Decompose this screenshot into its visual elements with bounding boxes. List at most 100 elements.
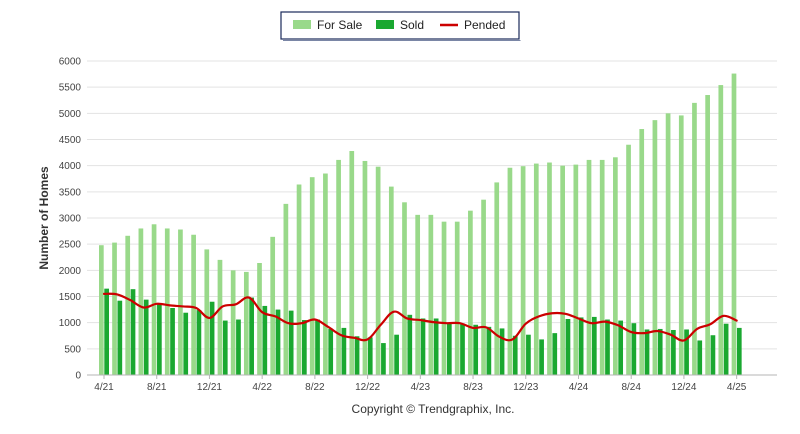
bar-sold bbox=[631, 323, 637, 375]
x-tick-label: 12/22 bbox=[355, 382, 380, 393]
legend-label-sold: Sold bbox=[400, 18, 424, 32]
bar-sold bbox=[222, 320, 228, 375]
bar-sold bbox=[328, 328, 334, 375]
bar-sold bbox=[460, 323, 465, 375]
y-tick-label: 3000 bbox=[59, 214, 82, 225]
bar-sold bbox=[407, 314, 413, 375]
y-tick-label: 4500 bbox=[59, 135, 82, 146]
bar-sold bbox=[446, 322, 452, 375]
bar-for-sale bbox=[309, 177, 315, 375]
bar-sold bbox=[433, 318, 439, 375]
bar-for-sale bbox=[705, 95, 710, 376]
bar-for-sale bbox=[388, 186, 394, 375]
legend-swatch-for-sale bbox=[293, 20, 311, 29]
bar-sold bbox=[671, 329, 676, 375]
x-axis: 4/21 8/21 12/21 4/22 8/22 12/22 4/23 8/23 12/23 4… bbox=[94, 375, 747, 393]
bar-sold bbox=[315, 319, 320, 375]
copyright-text: Copyright © Trendgraphix, Inc. bbox=[352, 402, 515, 416]
bar-for-sale bbox=[243, 271, 249, 375]
bar-for-sale bbox=[283, 203, 289, 375]
bar-sold bbox=[736, 327, 742, 375]
x-tick-label: 12/23 bbox=[513, 382, 538, 393]
bar-sold bbox=[104, 288, 109, 375]
bar-sold bbox=[170, 308, 175, 375]
bar-for-sale bbox=[599, 159, 605, 375]
bar-sold bbox=[302, 320, 307, 375]
bar-for-sale bbox=[362, 160, 368, 375]
bar-for-sale bbox=[336, 159, 341, 375]
bar-for-sale bbox=[125, 235, 131, 375]
legend-label-pended: Pended bbox=[464, 18, 505, 32]
bar-for-sale bbox=[678, 115, 684, 375]
bar-for-sale bbox=[349, 151, 355, 375]
bar-sold bbox=[143, 299, 149, 375]
bar-sold bbox=[552, 333, 558, 375]
x-tick-label: 8/24 bbox=[621, 382, 641, 393]
bar-sold bbox=[354, 336, 360, 375]
bar-for-sale bbox=[178, 229, 183, 375]
bar-sold bbox=[367, 337, 373, 375]
bar-for-sale bbox=[204, 249, 210, 375]
bar-sold bbox=[130, 289, 136, 375]
y-tick-label: 5000 bbox=[59, 109, 82, 120]
y-tick-label: 1500 bbox=[59, 292, 82, 303]
bar-for-sale bbox=[731, 73, 737, 375]
bar-for-sale bbox=[468, 210, 473, 375]
bar-sold bbox=[723, 323, 729, 375]
bar-sold bbox=[117, 300, 123, 375]
bar-sold bbox=[526, 334, 531, 375]
legend-label-for-sale: For Sale bbox=[317, 18, 363, 32]
pended-line bbox=[102, 292, 738, 342]
bar-sold bbox=[565, 319, 571, 375]
bar-sold bbox=[249, 297, 254, 375]
bar-for-sale bbox=[533, 163, 539, 375]
bar-for-sale bbox=[573, 164, 579, 375]
bar-for-sale bbox=[626, 144, 631, 375]
bar-for-sale bbox=[296, 184, 302, 375]
bar-sold bbox=[473, 324, 479, 375]
bar-for-sale bbox=[520, 166, 526, 375]
x-tick-label: 4/22 bbox=[252, 382, 272, 393]
x-tick-label: 4/25 bbox=[727, 382, 747, 393]
bar-for-sale bbox=[560, 165, 565, 375]
x-tick-label: 12/24 bbox=[671, 382, 696, 393]
y-tick-label: 0 bbox=[75, 371, 81, 382]
bar-for-sale bbox=[191, 234, 196, 375]
bar-for-sale bbox=[441, 221, 447, 375]
y-tick-label: 6000 bbox=[59, 57, 82, 68]
bar-sold bbox=[644, 329, 650, 375]
bar-sold bbox=[420, 318, 426, 375]
x-tick-label: 8/22 bbox=[305, 382, 325, 393]
bar-sold bbox=[499, 328, 505, 375]
bar-sold bbox=[618, 320, 624, 375]
bar-for-sale bbox=[112, 242, 117, 375]
bar-for-sale bbox=[547, 162, 552, 375]
bar-sold bbox=[539, 339, 544, 375]
bar-for-sale bbox=[99, 245, 104, 375]
y-tick-label: 3500 bbox=[59, 187, 82, 198]
bar-for-sale bbox=[428, 214, 434, 375]
bar-sold bbox=[209, 301, 215, 375]
x-tick-label: 12/21 bbox=[197, 382, 222, 393]
x-tick-label: 8/21 bbox=[147, 382, 167, 393]
y-tick-label: 2000 bbox=[59, 266, 82, 277]
legend-box bbox=[280, 11, 520, 40]
bar-sold bbox=[710, 335, 716, 375]
bar-sold bbox=[578, 317, 584, 375]
bar-sold bbox=[236, 319, 241, 375]
y-tick-label: 500 bbox=[64, 344, 81, 355]
bar-sold bbox=[394, 334, 399, 375]
bar-for-sale bbox=[230, 270, 236, 375]
bar-sold bbox=[196, 310, 202, 375]
bar-for-sale bbox=[164, 228, 170, 375]
x-tick-label: 4/23 bbox=[411, 382, 431, 393]
y-tick-label: 4000 bbox=[59, 161, 82, 172]
bar-sold bbox=[275, 309, 281, 375]
y-axis-title: Number of Homes bbox=[37, 166, 51, 270]
y-tick-label: 2500 bbox=[59, 240, 82, 251]
bar-for-sale bbox=[586, 159, 592, 375]
y-tick-label: 5500 bbox=[59, 83, 82, 94]
bar-sold bbox=[288, 310, 294, 375]
x-tick-label: 4/24 bbox=[569, 382, 589, 393]
bar-sold bbox=[605, 319, 610, 375]
